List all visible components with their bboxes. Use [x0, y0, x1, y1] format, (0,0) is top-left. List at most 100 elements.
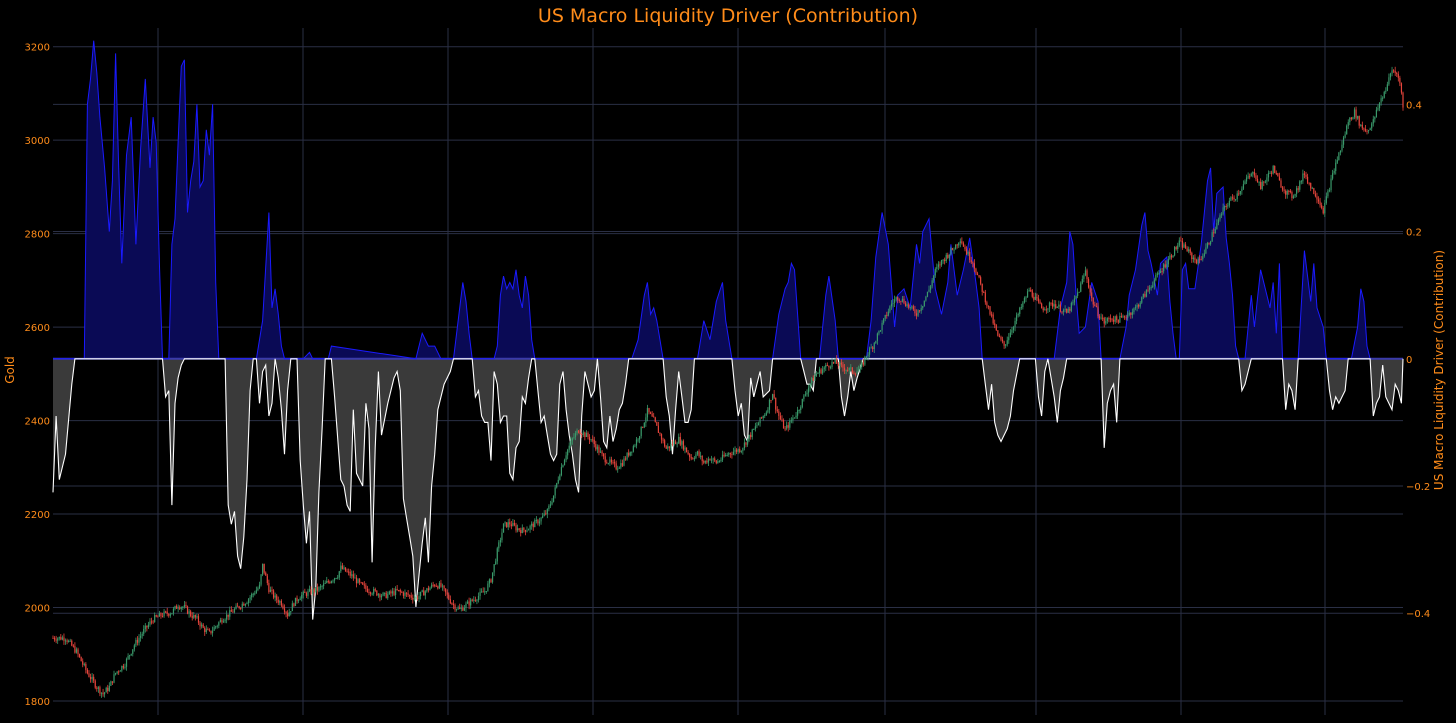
candle-body: [761, 417, 763, 419]
candle-body: [893, 299, 896, 303]
candle-body: [632, 446, 634, 452]
candle-body: [1148, 287, 1151, 290]
candle-body: [707, 458, 710, 463]
candle-body: [542, 515, 544, 518]
candle-body: [878, 330, 880, 334]
candle-body: [976, 273, 979, 276]
candle-body: [1133, 308, 1135, 313]
candle-body: [291, 603, 293, 612]
candle-body: [91, 676, 93, 680]
candle-body: [973, 263, 975, 269]
candle-body: [1313, 188, 1315, 194]
candle-body: [479, 591, 481, 596]
candle-body: [726, 454, 728, 456]
candle-body: [739, 449, 741, 452]
candle-body: [274, 595, 276, 598]
candle-body: [279, 601, 281, 603]
candle-body: [1144, 293, 1146, 297]
candle-body: [784, 428, 786, 430]
candle-body: [435, 585, 437, 587]
candle-body: [1377, 108, 1379, 110]
candle-body: [551, 501, 553, 505]
candle-body: [892, 302, 894, 304]
candle-body: [967, 251, 969, 255]
candle-body: [1296, 188, 1298, 194]
candle-body: [147, 624, 150, 628]
candle-body: [443, 585, 445, 589]
candle-body: [1056, 306, 1058, 308]
candle-body: [172, 608, 175, 614]
candle-body: [782, 420, 785, 429]
candle-body: [964, 246, 966, 250]
candle-body: [1300, 181, 1302, 183]
candle-body: [1272, 165, 1274, 174]
candle-body: [1003, 341, 1005, 346]
candle-body: [312, 589, 314, 594]
candle-body: [1142, 293, 1144, 298]
candle-body: [379, 594, 381, 598]
candle-body: [513, 522, 516, 526]
candle-body: [620, 463, 622, 468]
candle-body: [211, 630, 214, 634]
candle-body: [1127, 314, 1129, 318]
candle-body: [523, 527, 525, 531]
candle-body: [55, 639, 57, 641]
y-left-tick-label: 2000: [25, 604, 50, 615]
candle-body: [1026, 291, 1029, 298]
candle-body: [402, 592, 405, 596]
candle-body: [1236, 193, 1238, 200]
candle-body: [809, 383, 811, 388]
candle-body: [135, 639, 137, 646]
candle-body: [1328, 190, 1331, 192]
candle-body: [965, 249, 968, 255]
candle-body: [1174, 247, 1176, 256]
candle-body: [1180, 240, 1182, 242]
candle-body: [430, 584, 433, 588]
candle-body: [174, 606, 176, 609]
candle-body: [398, 589, 400, 591]
candle-body: [1305, 174, 1307, 177]
candle-body: [646, 408, 649, 418]
candle-body: [1399, 77, 1401, 84]
candle-body: [1150, 287, 1152, 289]
candle-body: [673, 441, 675, 445]
candle-body: [1286, 190, 1288, 195]
candle-body: [280, 601, 282, 606]
candle-body: [626, 452, 628, 460]
candle-body: [165, 611, 167, 613]
candle-body: [1062, 309, 1065, 313]
candle-body: [104, 692, 106, 695]
candle-body: [903, 298, 905, 304]
candle-body: [1263, 181, 1265, 183]
candle-body: [945, 254, 947, 262]
candle-body: [831, 361, 833, 367]
candle-body: [911, 306, 913, 308]
candle-body: [455, 609, 458, 611]
candle-body: [349, 571, 351, 576]
candle-body: [1020, 307, 1022, 309]
candle-body: [1177, 245, 1179, 250]
candle-body: [842, 364, 844, 368]
candle-body: [537, 519, 539, 524]
candle-body: [997, 330, 999, 336]
candle-body: [1075, 295, 1077, 299]
candle-body: [191, 615, 193, 618]
candle-body: [210, 630, 212, 634]
candle-body: [58, 636, 60, 639]
candle-body: [240, 608, 242, 610]
candle-body: [606, 462, 608, 464]
candle-body: [474, 599, 476, 601]
candle-body: [1386, 84, 1388, 91]
candle-body: [939, 264, 941, 266]
candle-body: [1317, 199, 1320, 202]
candle-body: [1357, 116, 1359, 119]
candle-body: [404, 592, 406, 596]
candle-body: [923, 300, 925, 307]
candle-body: [881, 322, 883, 331]
candle-body: [955, 244, 957, 250]
candle-body: [71, 640, 73, 646]
candle-body: [717, 461, 719, 464]
y-right-axis: −0.4 −0.2 0 0.2 0.4: [1406, 100, 1430, 620]
candle-body: [346, 571, 348, 573]
candle-body: [909, 307, 911, 309]
